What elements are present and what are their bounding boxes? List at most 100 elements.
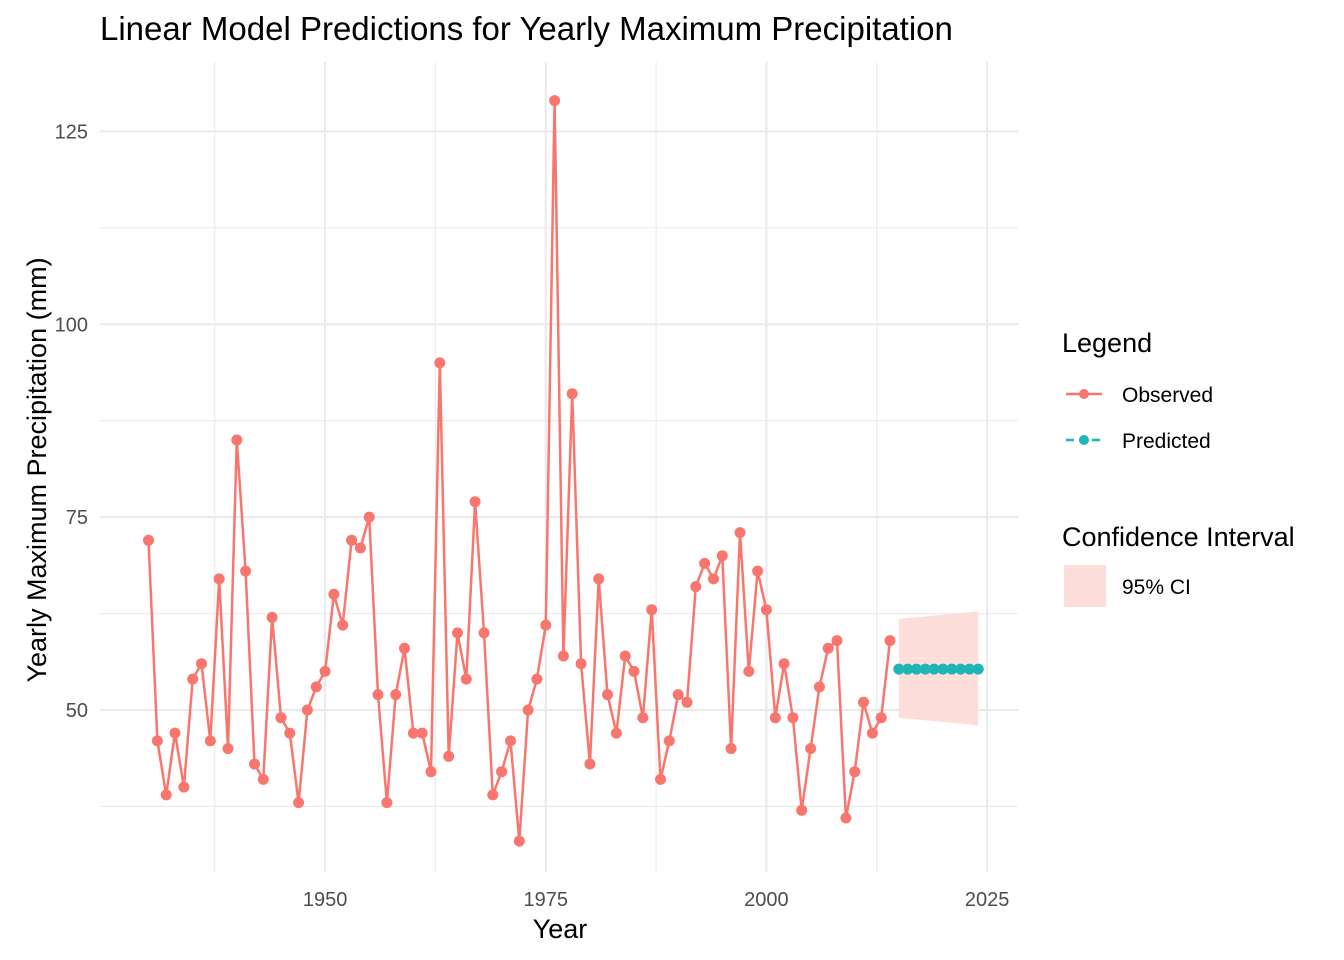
- data-point-observed: [584, 758, 596, 770]
- data-point-observed: [354, 542, 366, 554]
- data-point-observed: [178, 781, 190, 793]
- data-point-observed: [443, 750, 455, 762]
- data-point-observed: [478, 627, 490, 639]
- data-point-observed: [301, 704, 313, 716]
- data-point-observed: [672, 689, 684, 701]
- data-point-observed: [575, 658, 587, 670]
- data-point-observed: [655, 773, 666, 785]
- data-point-observed: [231, 434, 243, 446]
- data-point-observed: [310, 681, 322, 693]
- x-tick-label: 2025: [965, 889, 1010, 911]
- data-point-predicted: [964, 663, 975, 675]
- ci-legend-label: 95% CI: [1122, 576, 1191, 599]
- data-point-observed: [663, 735, 675, 747]
- legend-observed-label: Observed: [1122, 384, 1213, 407]
- data-point-predicted: [902, 663, 914, 675]
- data-point-observed: [752, 565, 764, 577]
- data-point-observed: [372, 689, 384, 701]
- series-predicted: [893, 663, 984, 675]
- x-tick-label: 2000: [744, 889, 789, 911]
- data-point-observed: [699, 557, 711, 569]
- data-point-observed: [884, 635, 896, 647]
- data-point-observed: [619, 650, 631, 662]
- data-point-observed: [760, 604, 772, 616]
- data-point-observed: [469, 496, 481, 508]
- y-tick-label: 75: [66, 507, 88, 529]
- data-point-observed: [319, 665, 331, 677]
- data-point-observed: [169, 727, 181, 739]
- data-point-observed: [460, 673, 472, 685]
- data-point-observed: [690, 581, 702, 593]
- data-point-observed: [796, 804, 808, 816]
- data-point-observed: [407, 727, 419, 739]
- y-tick-label: 50: [66, 700, 88, 722]
- data-point-observed: [858, 696, 869, 708]
- data-point-observed: [160, 789, 172, 801]
- data-point-observed: [866, 727, 878, 739]
- data-point-observed: [708, 573, 719, 585]
- data-point-observed: [337, 619, 349, 631]
- data-point-observed: [196, 658, 207, 670]
- x-axis: 1950 1975 2000 2025: [303, 889, 1010, 911]
- data-point-observed: [249, 758, 260, 770]
- data-point-observed: [346, 534, 358, 546]
- data-point-observed: [566, 388, 578, 400]
- data-point-observed: [743, 665, 755, 677]
- data-point-observed: [187, 673, 199, 685]
- data-point-observed: [496, 766, 508, 778]
- data-point-observed: [716, 550, 728, 562]
- data-point-observed: [557, 650, 569, 662]
- grid: [100, 62, 1018, 872]
- data-point-observed: [549, 95, 561, 107]
- data-point-observed: [628, 665, 640, 677]
- legend-predicted-point: [1079, 435, 1089, 445]
- data-point-observed: [840, 812, 852, 824]
- data-point-observed: [275, 712, 287, 724]
- legend-item-predicted: Predicted: [1066, 430, 1211, 453]
- data-point-observed: [425, 766, 437, 778]
- data-point-observed: [266, 611, 278, 623]
- y-axis-title: Yearly Maximum Precipitation (mm): [22, 257, 52, 682]
- y-tick-label: 125: [55, 121, 88, 143]
- data-point-observed: [328, 588, 340, 600]
- legend-item-observed: Observed: [1066, 384, 1213, 407]
- data-point-observed: [681, 696, 693, 708]
- data-point-observed: [399, 642, 410, 654]
- ci-legend-swatch: [1064, 565, 1106, 607]
- series-observed: [143, 95, 896, 847]
- data-point-observed: [725, 743, 737, 755]
- data-point-observed: [831, 635, 843, 647]
- legend: Legend Observed Predicted Confidence Int…: [1062, 328, 1295, 607]
- data-point-observed: [381, 797, 393, 809]
- data-point-observed: [204, 735, 216, 747]
- data-point-observed: [593, 573, 605, 585]
- data-point-observed: [813, 681, 825, 693]
- data-point-predicted: [972, 663, 984, 675]
- legend-title: Legend: [1062, 328, 1152, 358]
- data-point-observed: [734, 527, 746, 539]
- data-point-predicted: [955, 663, 967, 675]
- data-point-observed: [610, 727, 622, 739]
- data-point-observed: [822, 642, 834, 654]
- data-point-observed: [487, 789, 499, 801]
- data-point-observed: [522, 704, 534, 716]
- data-point-observed: [284, 727, 296, 739]
- data-point-observed: [805, 743, 817, 755]
- data-point-predicted: [937, 663, 949, 675]
- data-point-predicted: [911, 663, 922, 675]
- legend-observed-point: [1079, 389, 1089, 399]
- ci-legend-title: Confidence Interval: [1062, 522, 1295, 552]
- data-point-observed: [540, 619, 552, 631]
- data-point-observed: [434, 357, 446, 369]
- data-point-observed: [513, 835, 525, 847]
- data-point-observed: [293, 797, 305, 809]
- data-point-observed: [531, 673, 543, 685]
- legend-predicted-label: Predicted: [1122, 430, 1211, 453]
- data-point-observed: [143, 534, 154, 546]
- y-tick-label: 100: [55, 314, 88, 336]
- data-point-observed: [240, 565, 252, 577]
- data-point-predicted: [928, 663, 940, 675]
- data-point-observed: [505, 735, 516, 747]
- data-point-observed: [787, 712, 799, 724]
